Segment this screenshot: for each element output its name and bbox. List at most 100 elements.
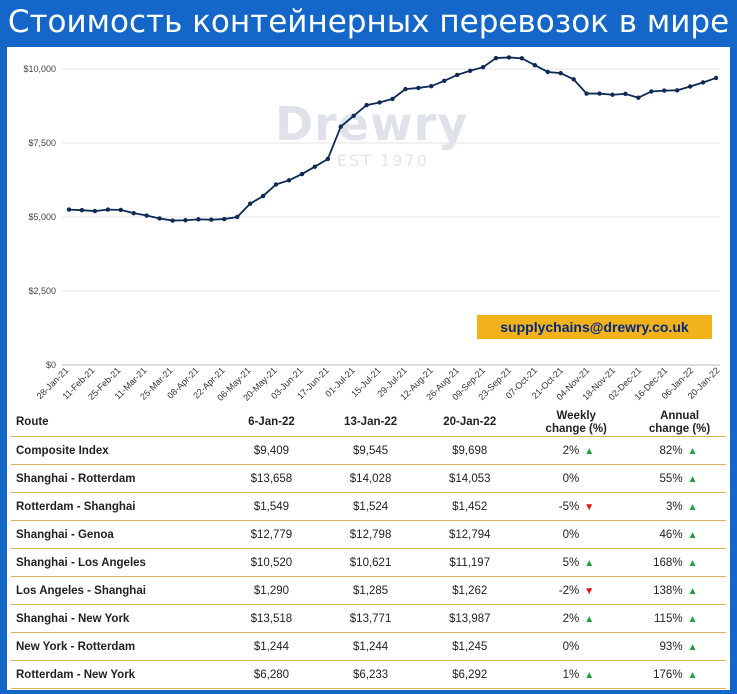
weekly-change-cell: 0% <box>519 464 624 493</box>
annual-change-cell: 82% ▲ <box>623 436 726 465</box>
rate-cell-13jan: $9,545 <box>321 436 421 465</box>
data-point <box>571 77 576 82</box>
arrow-up-icon: ▲ <box>687 613 698 625</box>
weekly-change-cell: -5% ▼ <box>519 492 624 521</box>
rate-cell-6jan: $1,290 <box>221 576 321 605</box>
header-annual: Annual change (%) <box>623 409 726 437</box>
y-tick-label: $0 <box>46 360 56 370</box>
arrow-up-icon: ▲ <box>584 613 595 625</box>
rate-cell-20jan: $9,698 <box>420 436 520 465</box>
data-point <box>597 91 602 96</box>
data-point <box>455 72 460 78</box>
data-point <box>66 207 72 212</box>
data-point <box>299 171 305 177</box>
weekly-change-cell: 1% ▲ <box>519 660 624 689</box>
route-cell: Composite Index <box>11 436 222 465</box>
data-point <box>649 89 654 94</box>
data-point <box>558 70 563 76</box>
watermark-brand: Drewry <box>275 97 469 151</box>
rate-cell-6jan: $9,409 <box>221 436 321 465</box>
annual-change-value: 3% <box>665 500 683 513</box>
data-point <box>442 78 447 84</box>
data-point <box>196 217 201 222</box>
data-point <box>390 96 395 102</box>
weekly-change-cell: 2% ▲ <box>519 436 624 465</box>
rate-cell-13jan: $10,621 <box>321 548 421 577</box>
rate-cell-20jan: $1,452 <box>420 492 520 521</box>
rate-cell-13jan: $13,771 <box>321 604 421 633</box>
y-tick-label: $2,500 <box>28 286 56 296</box>
annual-change-cell: 115% ▲ <box>623 604 726 633</box>
annual-change-cell: 55% ▲ <box>623 464 726 493</box>
rate-cell-20jan: $13,987 <box>420 604 520 633</box>
weekly-change-value: 2% <box>562 444 580 457</box>
weekly-change-value: -5% <box>558 500 580 513</box>
data-point <box>325 156 330 162</box>
route-cell: New York - Rotterdam <box>11 632 222 661</box>
data-point <box>687 84 693 89</box>
weekly-change-value: 0% <box>562 528 580 541</box>
annual-change-value: 55% <box>659 472 683 485</box>
rates-table: Route 6-Jan-22 13-Jan-22 20-Jan-22 Weekl… <box>11 409 726 689</box>
table-row: Shanghai - Los Angeles $10,520 $10,621 $11,… <box>11 548 726 577</box>
data-point <box>209 217 214 222</box>
data-point <box>403 86 408 92</box>
data-point <box>131 210 136 216</box>
data-point <box>312 164 318 169</box>
header-col2: 13-Jan-22 <box>321 409 421 437</box>
email-badge: supplychains@drewry.co.uk <box>477 315 712 339</box>
rate-cell-20jan: $1,262 <box>420 576 520 605</box>
arrow-up-icon: ▲ <box>687 473 698 485</box>
header-weekly: Weekly change (%) <box>519 409 624 437</box>
weekly-change-cell: 2% ▲ <box>519 604 624 633</box>
annual-change-cell: 3% ▲ <box>623 492 726 521</box>
data-point <box>713 75 719 81</box>
data-point <box>157 216 162 221</box>
annual-change-value: 138% <box>653 584 683 597</box>
watermark-sub: EST 1970 <box>337 151 429 170</box>
data-point <box>222 216 227 222</box>
header-col3: 20-Jan-22 <box>420 409 520 437</box>
arrow-up-icon: ▲ <box>687 445 698 457</box>
data-point <box>118 207 123 213</box>
arrow-up-icon: ▲ <box>584 669 595 681</box>
weekly-change-cell: 0% <box>519 520 624 549</box>
annual-change-cell: 93% ▲ <box>623 632 726 661</box>
rate-cell-6jan: $6,280 <box>221 660 321 689</box>
data-point <box>610 92 615 97</box>
rate-cell-20jan: $11,197 <box>420 548 520 577</box>
y-tick-label: $10,000 <box>23 64 56 74</box>
data-point <box>519 56 525 61</box>
arrow-up-icon: ▲ <box>687 641 698 653</box>
annual-change-value: 115% <box>654 612 683 625</box>
data-point <box>480 65 486 70</box>
line-chart: $0$2,500$5,000$7,500$10,00028-Jan-2111-F… <box>23 55 721 403</box>
y-tick-label: $5,000 <box>28 212 56 222</box>
data-point <box>351 113 356 118</box>
y-tick-label: $7,500 <box>28 138 56 148</box>
data-point <box>247 201 253 206</box>
rate-cell-6jan: $1,244 <box>221 632 321 661</box>
data-point <box>506 55 512 60</box>
annual-change-value: 93% <box>659 640 683 653</box>
data-point <box>170 218 175 223</box>
data-point <box>532 62 538 68</box>
rate-cell-13jan: $1,244 <box>321 632 421 661</box>
data-point <box>429 83 434 89</box>
data-point <box>105 207 111 212</box>
table-row: Shanghai - Rotterdam $13,658 $14,028 $14,05… <box>11 464 726 493</box>
rate-cell-6jan: $13,518 <box>221 604 321 633</box>
route-cell: Shanghai - Los Angeles <box>11 548 222 577</box>
data-point <box>79 207 85 213</box>
data-point <box>674 88 680 93</box>
table-row: Rotterdam - New York $6,280 $6,233 $6,292 1%… <box>11 660 726 689</box>
annual-change-value: 82% <box>659 444 683 457</box>
data-point <box>467 68 473 73</box>
rate-cell-6jan: $10,520 <box>221 548 321 577</box>
annual-change-cell: 46% ▲ <box>623 520 726 549</box>
weekly-change-value: 2% <box>562 612 580 625</box>
data-point <box>584 91 589 96</box>
table-header-row: Route 6-Jan-22 13-Jan-22 20-Jan-22 Weekl… <box>11 409 726 437</box>
weekly-change-cell: 5% ▲ <box>519 548 624 577</box>
